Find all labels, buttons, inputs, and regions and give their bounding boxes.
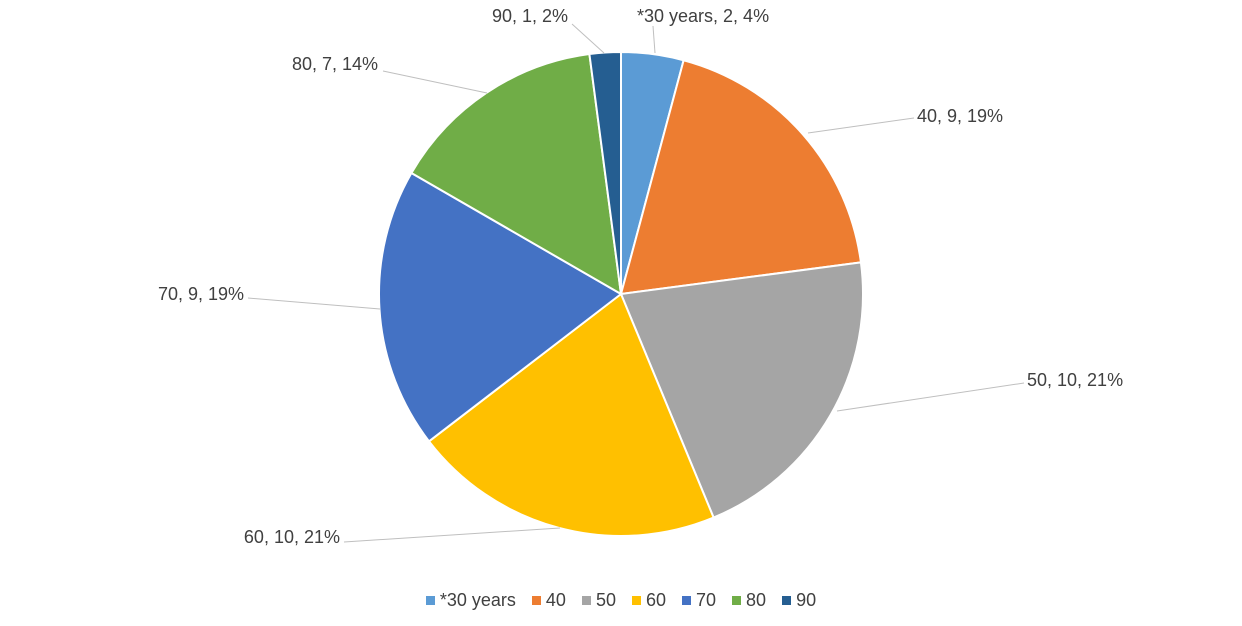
leader-line-6 xyxy=(382,70,488,94)
data-label-5: 70, 9, 19% xyxy=(158,284,244,304)
legend-item-7: 90 xyxy=(782,590,816,611)
chart-legend: *30 years 40 50 60 70 80 90 xyxy=(0,590,1242,611)
legend-swatch-4 xyxy=(631,596,641,605)
pie-slice-7 xyxy=(588,50,622,295)
legend-item-3: 50 xyxy=(581,590,616,611)
pie-slice-3 xyxy=(619,261,864,519)
legend-label-1: *30 years xyxy=(439,590,516,610)
leader-line-2 xyxy=(807,117,915,134)
legend-swatch-6 xyxy=(732,596,742,605)
legend-item-1: *30 years xyxy=(425,590,516,611)
legend-label-7: 90 xyxy=(796,590,817,610)
legend-swatch-5 xyxy=(682,596,692,605)
legend-item-6: 80 xyxy=(732,590,766,611)
leader-line-4 xyxy=(343,527,561,543)
leader-line-3 xyxy=(836,382,1025,412)
legend-swatch-7 xyxy=(782,596,792,605)
data-label-4: 60, 10, 21% xyxy=(244,527,340,547)
legend-label-5: 70 xyxy=(696,590,717,610)
data-label-3: 50, 10, 21% xyxy=(1027,370,1123,390)
legend-label-2: 40 xyxy=(545,590,566,610)
leader-line-5 xyxy=(247,297,381,310)
data-label-6: 80, 7, 14% xyxy=(292,54,378,74)
leader-line-1 xyxy=(652,25,656,54)
legend-item-5: 70 xyxy=(682,590,716,611)
leader-line-7 xyxy=(571,23,605,54)
data-label-2: 40, 9, 19% xyxy=(917,106,1003,126)
legend-swatch-1 xyxy=(425,596,435,605)
legend-swatch-3 xyxy=(581,596,591,605)
data-label-7: 90, 1, 2% xyxy=(492,6,568,26)
legend-label-4: 60 xyxy=(645,590,667,610)
pie-slice-5 xyxy=(378,171,623,443)
pie-slice-2 xyxy=(619,59,863,296)
legend-label-3: 50 xyxy=(595,590,616,610)
legend-swatch-2 xyxy=(531,596,541,605)
legend-item-2: 40 xyxy=(531,590,566,611)
data-label-1: *30 years, 2, 4% xyxy=(637,6,769,26)
legend-label-6: 80 xyxy=(746,590,767,610)
legend-item-4: 60 xyxy=(631,590,667,611)
